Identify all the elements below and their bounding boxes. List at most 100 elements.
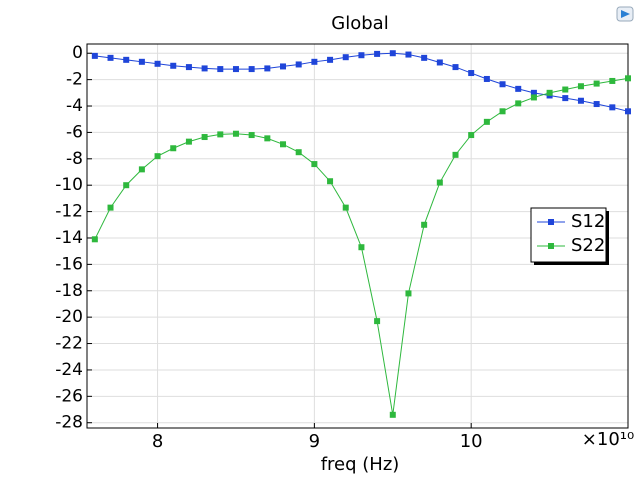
y-tick-label: -4 (66, 96, 83, 116)
data-point (562, 95, 569, 102)
data-point (468, 132, 475, 139)
data-point (625, 75, 631, 82)
y-tick-label: -10 (55, 175, 83, 195)
data-point (201, 134, 208, 141)
data-point (530, 89, 537, 96)
data-point (311, 58, 318, 65)
icon-glyph[interactable] (621, 10, 630, 18)
data-point (546, 89, 553, 96)
data-point (609, 77, 616, 84)
data-point (280, 63, 287, 70)
data-point (107, 54, 114, 61)
data-point (593, 101, 600, 108)
legend-marker (548, 219, 554, 225)
data-point (217, 131, 224, 138)
data-point (374, 50, 381, 57)
data-point (342, 54, 349, 61)
data-point (483, 118, 490, 125)
data-point (295, 149, 302, 156)
data-point (577, 97, 584, 104)
data-point (452, 64, 459, 71)
legend-box (530, 207, 607, 263)
data-point (421, 54, 428, 61)
data-point (405, 51, 412, 58)
data-point (280, 141, 287, 148)
data-point (625, 108, 631, 115)
data-point (515, 85, 522, 92)
y-tick-label: -8 (66, 149, 83, 169)
data-point (248, 66, 255, 73)
data-point (421, 221, 428, 228)
data-point (562, 86, 569, 93)
data-point (154, 60, 161, 67)
y-tick-label: -6 (66, 122, 83, 142)
data-point (91, 236, 98, 243)
x-multiplier: ×10¹⁰ (582, 429, 634, 450)
data-point (483, 75, 490, 82)
data-point (154, 153, 161, 160)
y-tick-label: -16 (55, 254, 83, 274)
data-point (107, 204, 114, 211)
data-point (530, 94, 537, 101)
data-point (609, 104, 616, 111)
data-point (327, 178, 334, 185)
data-point (389, 50, 396, 57)
x-tick-label: 8 (152, 431, 163, 452)
y-tick-label: -14 (55, 228, 83, 248)
data-point (436, 179, 443, 186)
data-point (295, 61, 302, 68)
data-point (311, 161, 318, 168)
data-point (170, 145, 177, 152)
data-point (232, 66, 239, 73)
y-tick-label: -22 (55, 334, 83, 354)
data-point (358, 244, 365, 251)
data-point (217, 66, 224, 73)
x-tick-label: 10 (460, 431, 483, 452)
data-point (577, 83, 584, 90)
legend-label: S12 (571, 211, 605, 232)
data-point (468, 70, 475, 77)
data-point (138, 166, 145, 173)
data-point (248, 132, 255, 139)
y-tick-label: -28 (55, 413, 83, 433)
data-point (170, 62, 177, 69)
legend-marker (548, 243, 554, 249)
y-tick-label: -24 (55, 360, 83, 380)
toolbar-icon[interactable] (616, 6, 634, 22)
y-tick-label: -26 (55, 386, 83, 406)
data-point (185, 138, 192, 145)
data-point (593, 80, 600, 87)
data-point (327, 56, 334, 63)
data-point (342, 204, 349, 211)
x-tick-label: 9 (309, 431, 320, 452)
y-tick-label: -18 (55, 281, 83, 301)
data-point (123, 56, 130, 63)
data-point (374, 318, 381, 325)
y-tick-label: -2 (66, 70, 83, 90)
data-point (405, 290, 412, 297)
x-axis-label: freq (Hz) (321, 454, 400, 475)
y-tick-label: -20 (55, 307, 83, 327)
data-point (91, 52, 98, 59)
data-point (515, 100, 522, 107)
plot-frame (86, 43, 629, 429)
data-point (358, 52, 365, 59)
data-point (264, 135, 271, 142)
data-point (499, 81, 506, 88)
chart-title: Global (331, 13, 388, 34)
legend-label: S22 (571, 235, 605, 256)
data-point (232, 130, 239, 137)
y-tick-label: 0 (72, 43, 83, 63)
data-point (185, 64, 192, 71)
data-point (123, 182, 130, 189)
data-point (436, 59, 443, 66)
data-point (264, 65, 271, 72)
data-point (389, 411, 396, 418)
data-point (452, 151, 459, 158)
data-point (499, 108, 506, 115)
data-point (138, 58, 145, 65)
y-tick-label: -12 (55, 202, 83, 222)
data-point (201, 65, 208, 72)
